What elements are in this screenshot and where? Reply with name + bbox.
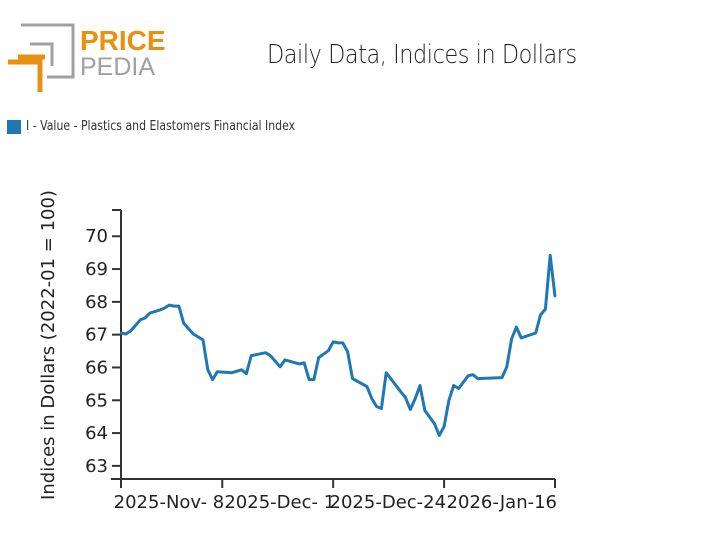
data-point xyxy=(298,362,301,366)
y-tick-label: 68 xyxy=(85,292,108,313)
logo-text-price: PRICE xyxy=(80,25,166,56)
legend-swatch xyxy=(7,119,21,134)
data-point xyxy=(119,331,123,335)
data-point xyxy=(457,387,460,390)
data-point xyxy=(192,332,195,336)
data-point xyxy=(447,399,451,402)
data-point xyxy=(467,374,470,377)
x-tick-label: 2025-Nov- 8 xyxy=(114,492,225,513)
chart-title: Daily Data, Indices in Dollars xyxy=(267,40,577,70)
data-point xyxy=(433,422,436,425)
data-point xyxy=(341,341,345,345)
data-point xyxy=(510,337,513,341)
logo-mark-icon xyxy=(8,23,75,92)
data-point xyxy=(317,356,320,359)
data-point xyxy=(303,361,306,365)
data-point xyxy=(553,295,557,298)
data-point xyxy=(177,304,181,308)
data-point xyxy=(534,331,537,335)
y-axis-title: Indices in Dollars (2022-01 = 100) xyxy=(38,190,59,500)
data-point xyxy=(245,372,248,375)
data-point xyxy=(500,376,504,379)
data-point xyxy=(206,368,209,371)
logo-text-pedia: PEDIA xyxy=(80,53,155,81)
data-point xyxy=(168,303,171,307)
data-point xyxy=(307,378,311,381)
legend[interactable]: I - Value - Plastics and Elastomers Fina… xyxy=(7,119,346,134)
x-tick-label: 2025-Dec- 1 xyxy=(224,492,335,513)
data-point xyxy=(365,385,369,388)
series-line xyxy=(120,253,557,437)
data-point xyxy=(548,254,552,257)
data-point xyxy=(124,332,128,336)
data-point xyxy=(385,371,388,374)
data-point xyxy=(327,349,330,352)
data-point xyxy=(163,306,166,310)
data-point xyxy=(520,336,523,340)
data-point xyxy=(240,368,243,371)
data-point xyxy=(346,350,349,353)
y-tick-label: 69 xyxy=(85,259,108,280)
y-tick-label: 64 xyxy=(85,423,108,444)
data-point xyxy=(438,434,441,437)
x-tick-label: 2026-Jan-16 xyxy=(447,492,557,513)
data-point xyxy=(139,318,142,322)
data-point xyxy=(380,407,383,410)
data-point xyxy=(544,307,547,311)
data-point xyxy=(404,396,407,399)
data-point xyxy=(201,338,205,342)
legend-label: I - Value - Plastics and Elastomers Fina… xyxy=(26,119,296,134)
data-point xyxy=(158,308,161,312)
data-point xyxy=(409,408,412,411)
data-point xyxy=(143,316,147,320)
data-point xyxy=(250,354,253,357)
data-point xyxy=(505,365,508,369)
data-point xyxy=(336,341,340,345)
data-point xyxy=(312,378,316,381)
data-point xyxy=(148,311,152,315)
data-point xyxy=(182,321,185,325)
data-point xyxy=(278,365,282,369)
data-point xyxy=(129,329,132,333)
data-point xyxy=(331,340,335,344)
data-point xyxy=(515,325,518,329)
data-point xyxy=(264,351,267,354)
data-point xyxy=(172,304,176,308)
pricepedia-logo: PRICE PEDIA xyxy=(8,23,166,92)
data-point xyxy=(211,378,214,381)
x-tick-label: 2025-Dec-24 xyxy=(330,492,447,513)
data-point xyxy=(476,377,480,380)
data-point xyxy=(442,425,446,428)
y-axis: 63 64 65 66 67 68 69 70 xyxy=(85,209,122,488)
y-tick-label: 67 xyxy=(85,325,108,346)
data-point xyxy=(471,373,475,376)
data-point xyxy=(452,384,455,387)
data-point xyxy=(418,384,422,387)
y-tick-label: 66 xyxy=(85,357,108,378)
data-point xyxy=(539,313,542,317)
y-tick-label: 63 xyxy=(85,456,108,477)
data-point xyxy=(399,390,402,393)
data-point xyxy=(375,405,378,408)
series-group xyxy=(119,253,557,437)
data-point xyxy=(230,371,234,374)
y-tick-label: 65 xyxy=(85,390,108,411)
data-point xyxy=(370,397,373,400)
data-point xyxy=(283,358,287,362)
data-point xyxy=(423,409,426,412)
data-point xyxy=(413,397,417,400)
data-point xyxy=(269,354,272,357)
data-point xyxy=(216,370,219,373)
data-point xyxy=(351,377,354,380)
y-tick-label: 70 xyxy=(85,226,108,247)
